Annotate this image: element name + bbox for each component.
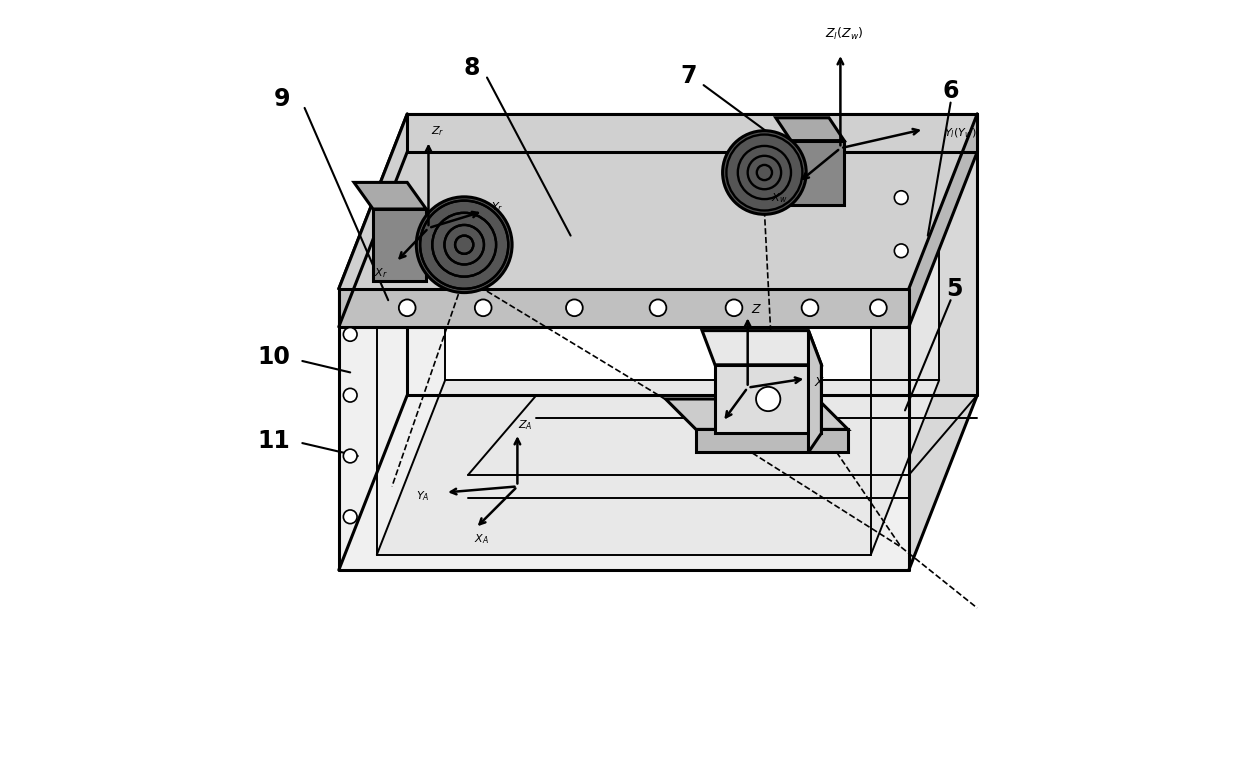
Text: 5: 5 <box>946 277 962 301</box>
Circle shape <box>343 510 357 524</box>
Text: 9: 9 <box>274 87 290 111</box>
Bar <box>696 429 848 452</box>
Text: $X_w$: $X_w$ <box>771 191 787 204</box>
Text: $Z_A$: $Z_A$ <box>517 419 532 432</box>
Circle shape <box>725 299 743 316</box>
Polygon shape <box>870 144 939 555</box>
Text: $X_A$: $X_A$ <box>474 533 489 546</box>
Circle shape <box>870 299 887 316</box>
Circle shape <box>894 244 908 258</box>
Polygon shape <box>339 114 977 289</box>
Polygon shape <box>909 114 977 327</box>
Circle shape <box>565 299 583 316</box>
Circle shape <box>343 449 357 463</box>
Text: 11: 11 <box>258 429 290 453</box>
Text: $Y_r$: $Y_r$ <box>491 201 503 214</box>
Text: 6: 6 <box>942 79 959 103</box>
Text: 8: 8 <box>464 56 480 81</box>
Text: $Z_r$: $Z_r$ <box>430 125 444 138</box>
Polygon shape <box>776 118 844 141</box>
Circle shape <box>756 387 780 411</box>
Circle shape <box>399 299 415 316</box>
Text: $Z_l(Z_w)$: $Z_l(Z_w)$ <box>825 26 863 43</box>
Polygon shape <box>377 144 445 555</box>
Polygon shape <box>666 399 848 429</box>
Text: $Y_A$: $Y_A$ <box>415 489 429 503</box>
Polygon shape <box>339 289 909 570</box>
Circle shape <box>723 131 806 214</box>
Polygon shape <box>808 331 821 452</box>
Text: $Z$: $Z$ <box>751 302 763 316</box>
Polygon shape <box>373 209 427 281</box>
Circle shape <box>343 328 357 341</box>
Polygon shape <box>353 182 427 209</box>
Polygon shape <box>339 289 909 327</box>
Text: 10: 10 <box>258 345 290 369</box>
Text: $X_r$: $X_r$ <box>373 267 387 280</box>
Circle shape <box>801 299 818 316</box>
Bar <box>715 365 821 433</box>
Polygon shape <box>427 213 471 277</box>
Circle shape <box>475 299 491 316</box>
Polygon shape <box>791 141 844 205</box>
Text: $Y_l(Y_w)$: $Y_l(Y_w)$ <box>944 126 977 140</box>
Polygon shape <box>909 114 977 570</box>
Text: 7: 7 <box>681 64 697 88</box>
Circle shape <box>417 197 512 293</box>
Circle shape <box>650 299 666 316</box>
Polygon shape <box>339 114 407 570</box>
Text: $X$: $X$ <box>815 375 826 389</box>
Circle shape <box>894 191 908 204</box>
Circle shape <box>343 388 357 402</box>
Polygon shape <box>339 114 977 289</box>
Polygon shape <box>759 144 791 201</box>
Polygon shape <box>377 380 939 555</box>
Polygon shape <box>702 331 821 365</box>
Polygon shape <box>377 319 870 555</box>
